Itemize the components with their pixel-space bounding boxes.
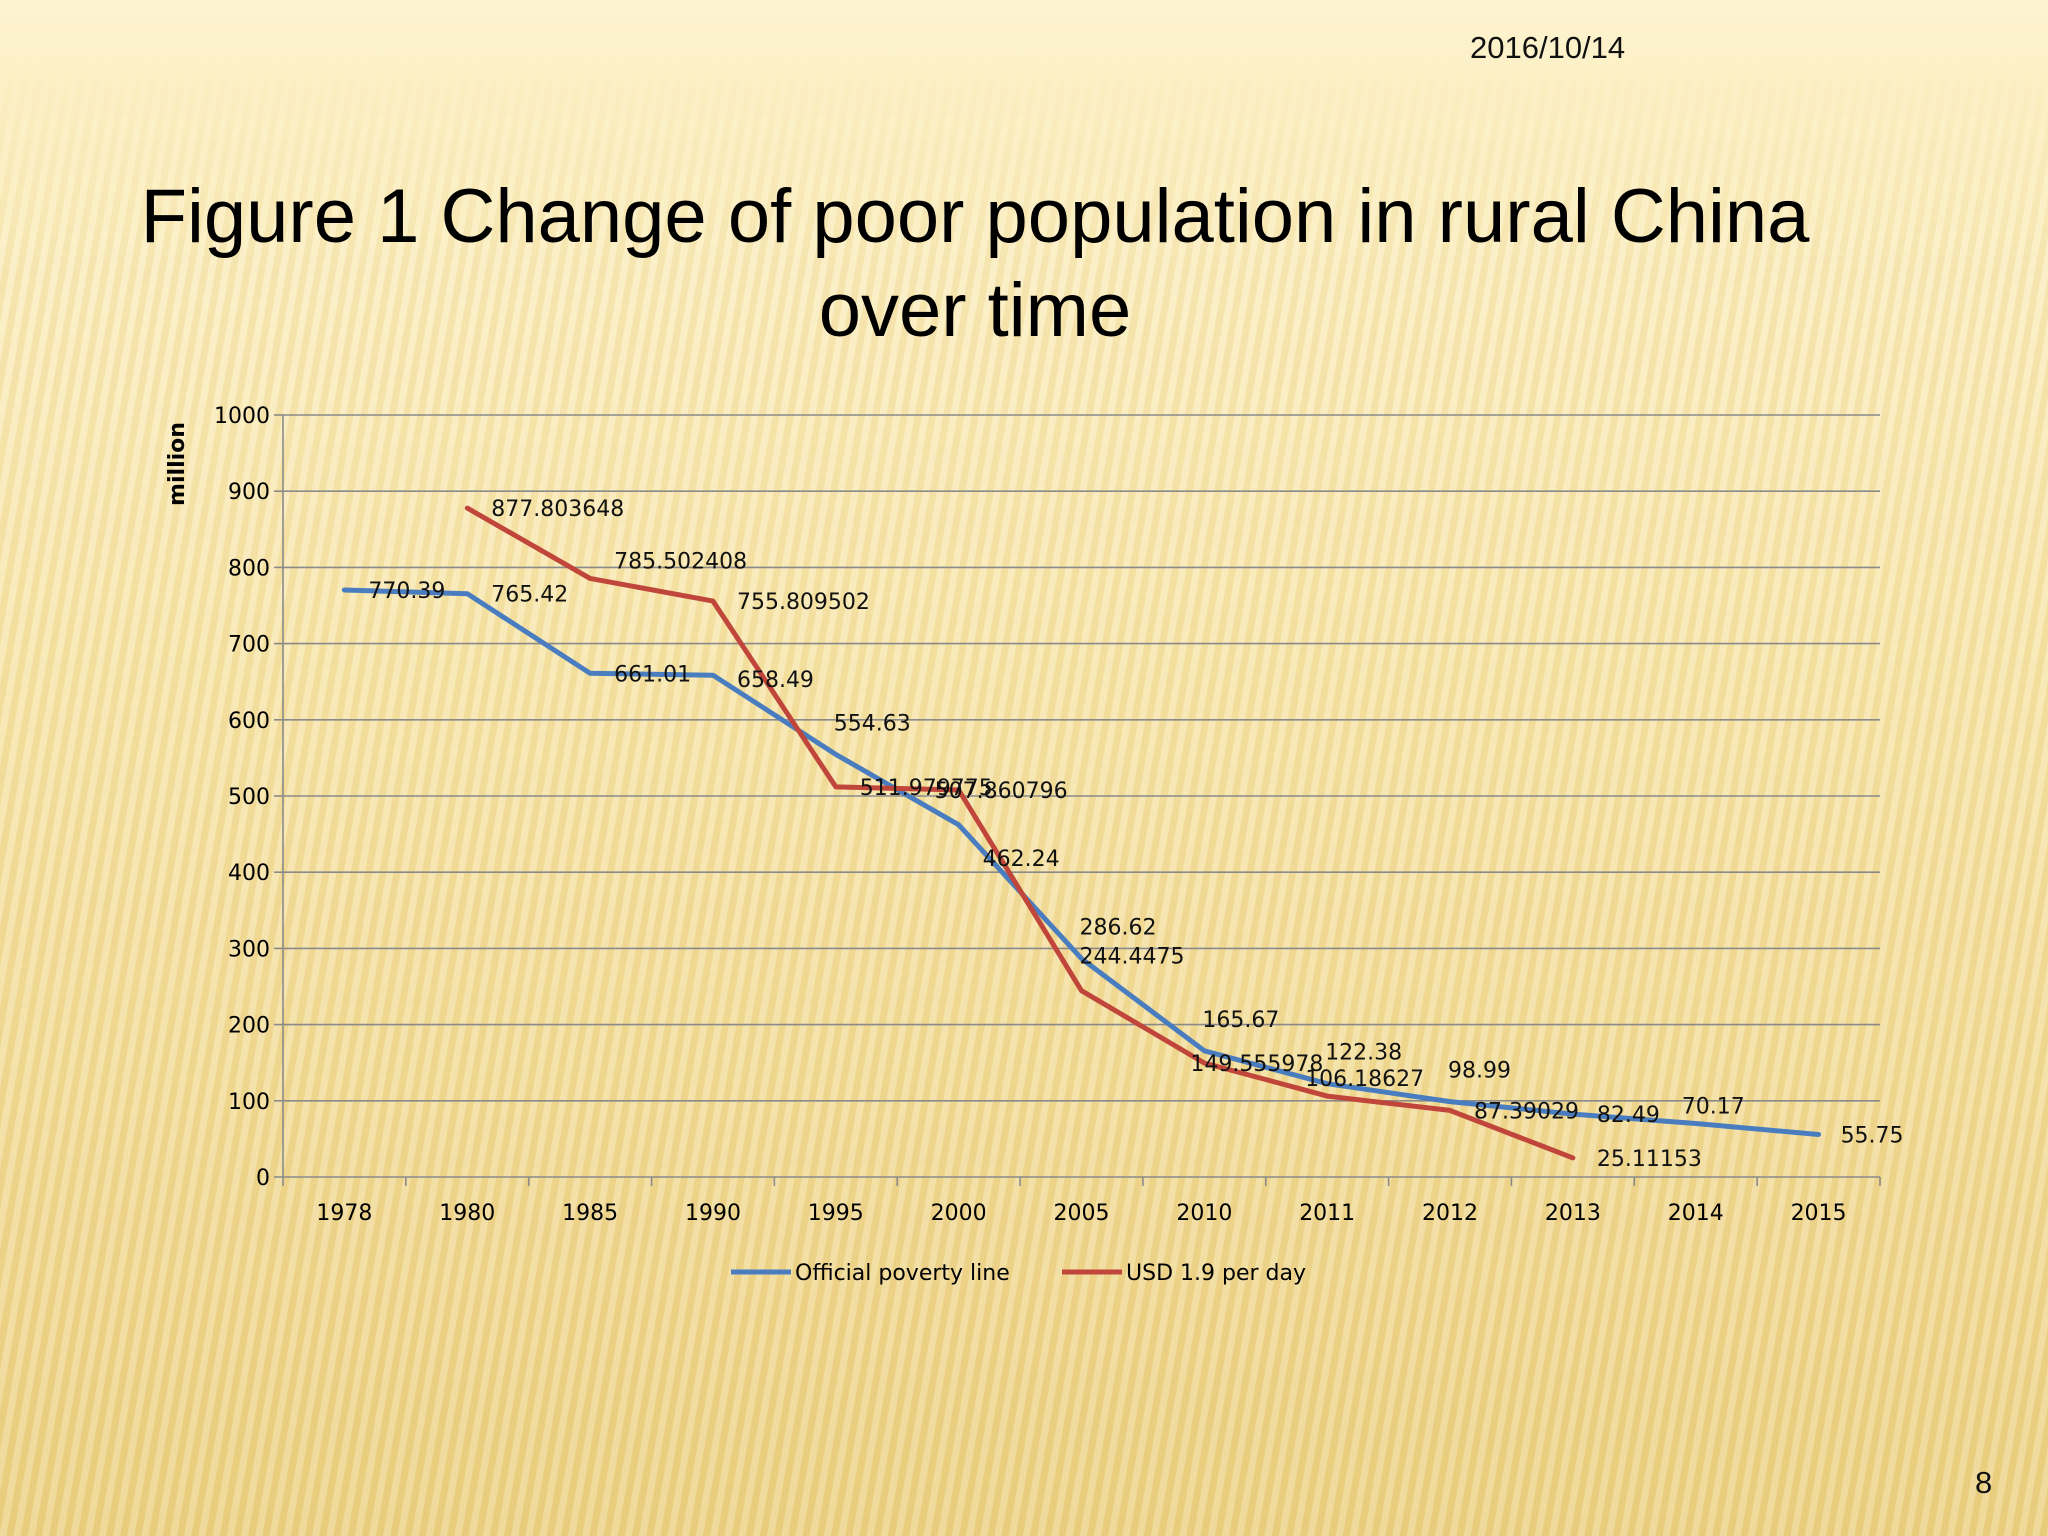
series-line-0 <box>341 587 1822 1137</box>
y-tick-label: 400 <box>228 861 270 886</box>
data-label: 770.39 <box>368 579 445 604</box>
data-label: 87.39029 <box>1474 1099 1579 1124</box>
chart-gridlines <box>283 414 1880 1102</box>
data-label: 244.4475 <box>1080 945 1185 970</box>
x-tick-label-2011: 2011 <box>1299 1201 1355 1226</box>
y-tick-labels: 0 100 200 300 400 500 600 700 800 900 1000 <box>214 404 270 1191</box>
data-label: 511.979775 <box>860 776 993 801</box>
y-tick-label: 100 <box>228 1090 270 1115</box>
chart-axes <box>274 414 1881 1186</box>
data-label: 765.42 <box>491 583 568 608</box>
y-tick-label: 1000 <box>214 404 270 429</box>
x-tick-label-1990: 1990 <box>685 1201 741 1226</box>
x-tick-labels: 1978 1980 1985 1990 1995 2000 2005 2010 2011 2012… <box>316 1201 1846 1226</box>
x-tick-label-1995: 1995 <box>808 1201 864 1226</box>
x-tick-label-1985: 1985 <box>562 1201 618 1226</box>
slide-date: 2016/10/14 <box>1470 30 1626 65</box>
x-tick-label-2015: 2015 <box>1791 1201 1847 1226</box>
slide-title-line-2: over time <box>818 268 1132 353</box>
slide-title: Figure 1 Change of poor population in ru… <box>60 170 1890 358</box>
y-tick-label: 0 <box>256 1166 270 1191</box>
data-label: 55.75 <box>1841 1124 1904 1149</box>
x-tick-label-2012: 2012 <box>1422 1201 1478 1226</box>
x-tick-label-2013: 2013 <box>1545 1201 1601 1226</box>
y-tick-label: 700 <box>228 633 270 658</box>
chart-series <box>341 505 1822 1161</box>
y-tick-label: 300 <box>228 937 270 962</box>
page-number: 8 <box>1975 1465 1993 1500</box>
data-label: 98.99 <box>1448 1059 1511 1084</box>
y-tick-label: 900 <box>228 480 270 505</box>
legend-label-1: USD 1.9 per day <box>1126 1261 1306 1286</box>
x-tick-label-2014: 2014 <box>1668 1201 1724 1226</box>
x-tick-label-2000: 2000 <box>931 1201 987 1226</box>
data-label: 165.67 <box>1202 1008 1279 1033</box>
y-tick-label: 200 <box>228 1014 270 1039</box>
series-line-1 <box>464 505 1576 1161</box>
y-tick-label: 800 <box>228 556 270 581</box>
x-tick-label-1980: 1980 <box>439 1201 495 1226</box>
data-label: 70.17 <box>1682 1095 1745 1120</box>
x-tick-label-2005: 2005 <box>1054 1201 1110 1226</box>
data-label: 25.11153 <box>1597 1147 1702 1172</box>
data-label: 462.24 <box>983 847 1060 872</box>
data-label: 755.809502 <box>737 590 870 615</box>
slide-title-line-1: Figure 1 Change of poor population in ru… <box>140 174 1810 259</box>
data-label: 661.01 <box>614 662 691 687</box>
data-label: 554.63 <box>834 711 911 736</box>
data-label: 658.49 <box>737 668 814 693</box>
data-label: 149.555978 <box>1190 1052 1323 1077</box>
data-label: 785.502408 <box>614 549 747 574</box>
data-label: 877.803648 <box>491 497 624 522</box>
y-tick-label: 600 <box>228 709 270 734</box>
x-tick-label-2010: 2010 <box>1176 1201 1232 1226</box>
y-tick-label: 500 <box>228 785 270 810</box>
data-labels: 770.39 765.42 661.01 658.49 554.63 462.24 286.… <box>368 497 1903 1172</box>
legend-label-0: Official poverty line <box>795 1261 1010 1286</box>
data-label: 82.49 <box>1597 1103 1660 1128</box>
data-label: 106.18627 <box>1305 1067 1424 1092</box>
background-top-band <box>0 0 2048 90</box>
data-label: 286.62 <box>1080 916 1157 941</box>
chart-legend: Official poverty line USD 1.9 per day <box>731 1261 1306 1286</box>
data-label: 122.38 <box>1325 1041 1402 1066</box>
data-label: 507.860796 <box>935 779 1068 804</box>
y-axis-label: million <box>165 422 190 506</box>
x-tick-label-1978: 1978 <box>316 1201 372 1226</box>
